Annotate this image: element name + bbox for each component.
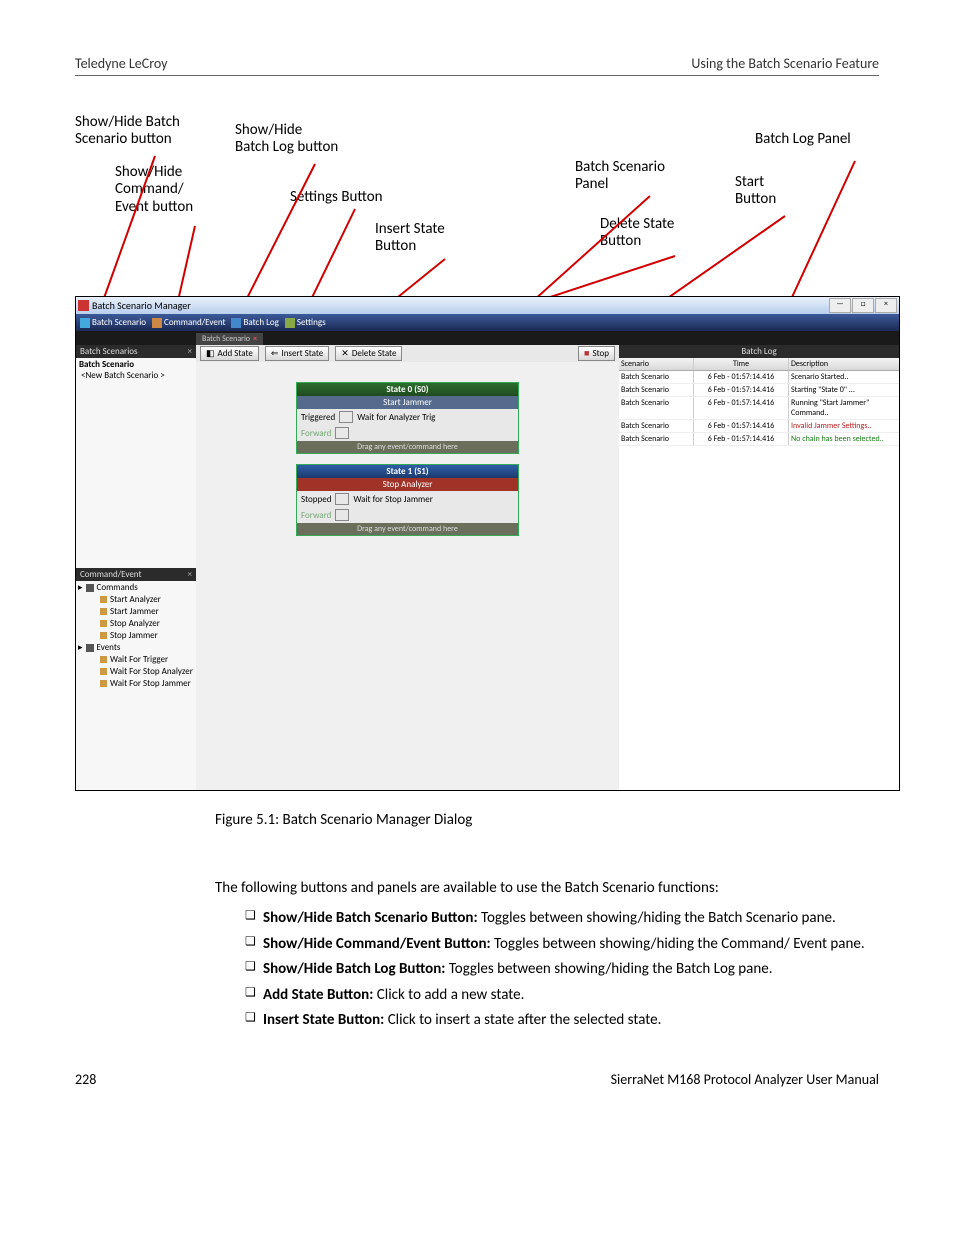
callout-show-hide-command-event: Show/HideCommand/Event button — [115, 164, 193, 216]
header-left: Teledyne LeCroy — [75, 55, 168, 72]
close-button[interactable]: × — [875, 298, 897, 313]
log-header-row: Scenario Time Description — [619, 358, 899, 371]
bullet-item: Add State Button: Click to add a new sta… — [245, 986, 879, 1006]
callout-batch-scenario-panel: Batch ScenarioPanel — [575, 159, 665, 194]
callout-show-hide-batch-scenario: Show/Hide BatchScenario button — [75, 114, 180, 149]
center-toolbar: ◧Add State ⇐Insert State ✕Delete State ■… — [196, 345, 619, 362]
tree-stop-jammer[interactable]: Stop Jammer — [78, 630, 194, 642]
log-col-time: Time — [694, 358, 789, 370]
batch-scenarios-list: Batch Scenario <New Batch Scenario > — [76, 358, 196, 568]
bullet-item: Show/Hide Batch Scenario Button: Toggles… — [245, 909, 879, 929]
page-header: Teledyne LeCroy Using the Batch Scenario… — [75, 55, 879, 72]
callout-batch-log-panel: Batch Log Panel — [755, 131, 851, 148]
bullet-item: Insert State Button: Click to insert a s… — [245, 1011, 879, 1031]
tree-wait-stop-jammer[interactable]: Wait For Stop Jammer — [78, 678, 194, 690]
toolbar-batch-scenario-button[interactable]: Batch Scenario — [80, 317, 146, 328]
tree-wait-stop-analyzer[interactable]: Wait For Stop Analyzer — [78, 666, 194, 678]
callout-delete-state: Delete StateButton — [600, 216, 674, 251]
callout-insert-state: Insert StateButton — [375, 221, 445, 256]
page-footer: 228 SierraNet M168 Protocol Analyzer Use… — [75, 1071, 879, 1088]
scenario-item[interactable]: <New Batch Scenario > — [79, 370, 193, 381]
close-icon[interactable]: × — [188, 346, 192, 357]
insert-state-button[interactable]: ⇐Insert State — [265, 346, 329, 361]
delete-state-button[interactable]: ✕Delete State — [335, 346, 402, 361]
callout-show-hide-batch-log: Show/HideBatch Log button — [235, 122, 338, 157]
page-number: 228 — [75, 1071, 96, 1088]
intro-text: The following buttons and panels are ava… — [215, 879, 879, 897]
state-1-drop-zone[interactable]: Drag any event/command here — [297, 523, 518, 535]
app-icon — [78, 300, 89, 311]
batch-log-title: Batch Log — [619, 345, 899, 358]
figure-container: Show/Hide BatchScenario button Show/Hide… — [75, 96, 879, 796]
state-1-header: State 1 (S1) — [297, 465, 518, 478]
dialog-toolbar: Batch Scenario Command/Event Batch Log S… — [76, 314, 899, 331]
bullet-item: Show/Hide Batch Log Button: Toggles betw… — [245, 960, 879, 980]
log-row: Batch Scenario6 Feb - 01:57:14.416Starti… — [619, 384, 899, 397]
footer-right: SierraNet M168 Protocol Analyzer User Ma… — [611, 1071, 879, 1088]
state-1-row-forward: Forward — [297, 507, 518, 523]
tab-batch-scenario[interactable]: Batch Scenario× — [196, 333, 263, 345]
left-column: Batch Scenarios× Batch Scenario <New Bat… — [76, 345, 196, 790]
log-rows: Batch Scenario6 Feb - 01:57:14.416Scenar… — [619, 371, 899, 446]
header-right: Using the Batch Scenario Feature — [691, 55, 879, 72]
dialog-titlebar: Batch Scenario Manager — □ × — [76, 297, 899, 314]
state-0-panel: State 0 (S0) Start Jammer TriggeredWait … — [296, 382, 519, 454]
tree-start-analyzer[interactable]: Start Analyzer — [78, 594, 194, 606]
tree-wait-trigger[interactable]: Wait For Trigger — [78, 654, 194, 666]
toolbar-command-event-button[interactable]: Command/Event — [152, 317, 225, 328]
close-icon[interactable]: × — [253, 334, 257, 344]
log-row: Batch Scenario6 Feb - 01:57:14.416Scenar… — [619, 371, 899, 384]
toolbar-settings-button[interactable]: Settings — [285, 317, 326, 328]
callout-start-button: StartButton — [735, 174, 776, 209]
header-rule — [75, 75, 879, 76]
state-1-panel: State 1 (S1) Stop Analyzer StoppedWait f… — [296, 464, 519, 536]
scenario-heading: Batch Scenario — [79, 359, 193, 370]
state-1-row-stopped: StoppedWait for Stop Jammer — [297, 491, 518, 507]
log-col-scenario: Scenario — [619, 358, 694, 370]
tree-stop-analyzer[interactable]: Stop Analyzer — [78, 618, 194, 630]
state-0-header: State 0 (S0) — [297, 383, 518, 396]
state-0-drop-zone[interactable]: Drag any event/command here — [297, 441, 518, 453]
log-row: Batch Scenario6 Feb - 01:57:14.416Invali… — [619, 420, 899, 433]
batch-scenarios-panel-title: Batch Scenarios× — [76, 345, 196, 358]
state-1-command: Stop Analyzer — [297, 478, 518, 491]
state-0-row-triggered: TriggeredWait for Analyzer Trig — [297, 409, 518, 425]
maximize-button[interactable]: □ — [852, 298, 874, 313]
log-col-description: Description — [789, 358, 899, 370]
tree-start-jammer[interactable]: Start Jammer — [78, 606, 194, 618]
command-event-tree: ▸Commands Start Analyzer Start Jammer St… — [76, 581, 196, 791]
toolbar-batch-log-button[interactable]: Batch Log — [231, 317, 278, 328]
tree-commands[interactable]: ▸Commands — [78, 582, 194, 594]
batch-scenario-manager-dialog: Batch Scenario Manager — □ × Batch Scena… — [75, 296, 900, 791]
log-row: Batch Scenario6 Feb - 01:57:14.416Runnin… — [619, 397, 899, 420]
minimize-button[interactable]: — — [829, 298, 851, 313]
tree-events[interactable]: ▸Events — [78, 642, 194, 654]
stop-button[interactable]: ■Stop — [578, 346, 615, 361]
add-state-button[interactable]: ◧Add State — [200, 346, 259, 361]
batch-log-panel: Batch Log Scenario Time Description Batc… — [619, 345, 899, 790]
dialog-title: Batch Scenario Manager — [92, 299, 191, 312]
close-icon[interactable]: × — [188, 569, 192, 580]
figure-caption: Figure 5.1: Batch Scenario Manager Dialo… — [215, 811, 879, 829]
command-event-panel-title: Command/Event× — [76, 568, 196, 581]
center-column: ◧Add State ⇐Insert State ✕Delete State ■… — [196, 345, 619, 790]
bullet-list: Show/Hide Batch Scenario Button: Toggles… — [75, 909, 879, 1031]
log-row: Batch Scenario6 Feb - 01:57:14.416No cha… — [619, 433, 899, 446]
state-0-command: Start Jammer — [297, 396, 518, 409]
state-0-row-forward: Forward — [297, 425, 518, 441]
bullet-item: Show/Hide Command/Event Button: Toggles … — [245, 935, 879, 955]
callout-settings: Settings Button — [290, 189, 383, 206]
tab-strip: Batch Scenario× — [76, 331, 899, 345]
